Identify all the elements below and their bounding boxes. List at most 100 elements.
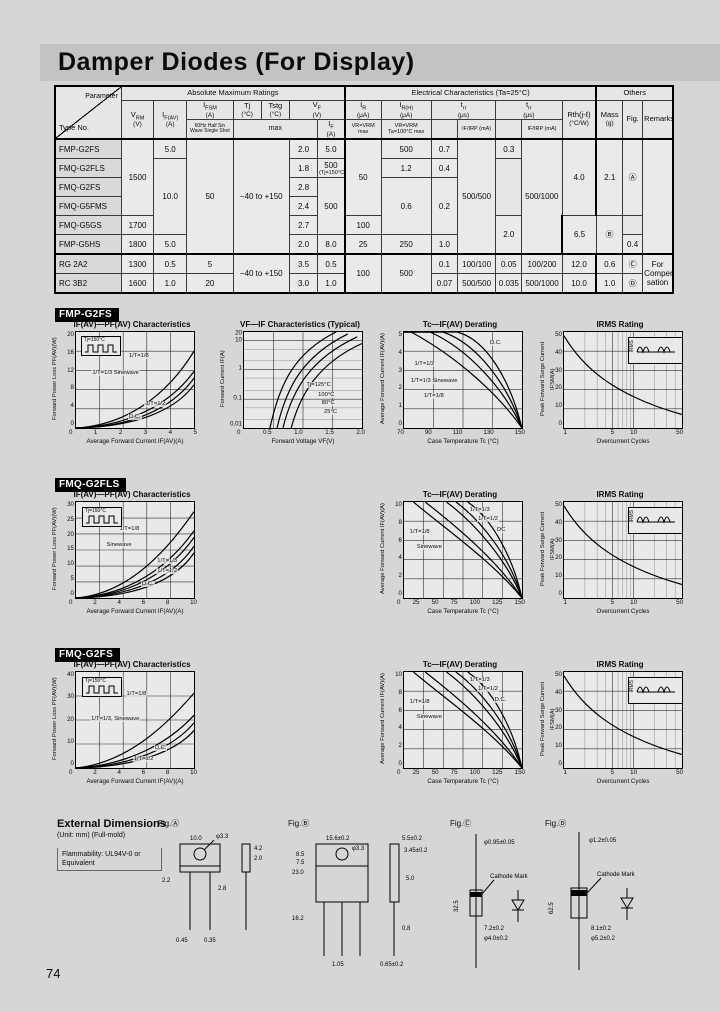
cell-ifav: 5.0 — [153, 234, 188, 255]
y-axis-label: Peak Forward Surge Current IFSM(A) — [540, 681, 556, 757]
chart-title: VF—IF Characteristics (Typical) — [240, 320, 360, 329]
x-tick: 1 — [563, 429, 567, 436]
svg-text:2.0: 2.0 — [254, 856, 263, 862]
cell-mass: 1.0 — [595, 273, 624, 294]
inset-axis-label: IRMS — [628, 679, 635, 693]
group-header-amr: Absolute Maximum Ratings — [120, 85, 346, 101]
plot-area: IRMS — [563, 501, 684, 599]
inset-condition: Tj=150°C — [84, 677, 106, 684]
chart-fmq-g2fls-derating: Tc—IF(AV) Derating Average Forward Curre… — [378, 490, 542, 615]
chart-title: Tc—IF(AV) Derating — [422, 320, 498, 329]
curve-label: Sinewave — [105, 542, 133, 549]
plot-area: IRMS — [563, 331, 684, 429]
svg-text:0.8: 0.8 — [402, 926, 411, 932]
figure-a-label: Fig.Ⓐ — [158, 819, 180, 828]
y-tick: 0.01 — [229, 420, 242, 428]
plot-area: 1/T=1/8 1/T=1/3, Sinewave D.C. 1/T=1/2 T… — [75, 671, 195, 769]
cell-ifav: 1.0 — [153, 273, 188, 294]
curve-label: 1/T=1/8 — [422, 393, 445, 400]
square-wave-icon — [85, 685, 118, 694]
cell-fig: Ⓓ — [622, 273, 644, 294]
cell-ifsm: 20 — [186, 273, 234, 294]
col-header-irh: IR(H) (μA) — [380, 99, 432, 121]
y-axis-label: Peak Forward Surge Current IFSM(A) — [540, 511, 556, 587]
svg-text:φ0.95±0.05: φ0.95±0.05 — [484, 840, 515, 846]
cell-vrm: 1300 — [120, 253, 155, 275]
spec-table-wrap: Parameter Type No. Absolute Maximum Rati… — [54, 85, 674, 295]
curve-label: D.C. — [493, 696, 508, 703]
chart-title: IRMS Rating — [596, 490, 644, 499]
curve-label: 1/T=1/3 Sinewave — [409, 378, 459, 385]
cell-ifirp1: 500/500 — [456, 138, 497, 255]
package-drawing-d: φ1.2±0.05 62.5 8.1±0.2 φ5.2±0.2 Cathode … — [549, 832, 636, 970]
irh-condition: VR=VRM Ta=100°C max — [380, 119, 432, 140]
cell-ifav: 5.0 — [153, 138, 188, 160]
cell-trr2: 0.2 — [430, 177, 459, 236]
y-tick: 10 — [235, 336, 242, 344]
cell-ir: 50 — [343, 138, 382, 217]
col-header-ir: IR (μA) — [343, 99, 382, 121]
figure-b: Fig.Ⓑ 15.6±0.2 φ3.3 5.5±0.2 3.45±0.2 23.… — [288, 818, 440, 970]
table-row: RC 3B2 1600 1.0 20 3.0 1.0 0.07 500/500 … — [54, 273, 673, 294]
y-axis-label: Forward Power Loss PF(AV)(W) — [52, 337, 58, 421]
col-header-vf: VF (V) — [288, 99, 346, 121]
sine-wave-icon — [636, 686, 675, 694]
y-axis-label: Peak Forward Surge Current IFSM(A) — [540, 341, 556, 417]
x-axis-ticks: 0 2 4 6 8 10 — [69, 769, 197, 776]
cell-fig: Ⓒ — [622, 253, 644, 275]
cell-ir: 100 — [343, 253, 382, 294]
y-axis-ticks: 20 16 12 8 4 0 — [67, 331, 74, 427]
svg-text:7.2±0.2: 7.2±0.2 — [484, 926, 505, 932]
curve-label: 1/T=1/3 — [156, 557, 179, 564]
chart-fmp-g2fs-derating: Tc—IF(AV) Derating Average Forward Curre… — [378, 320, 542, 445]
corner-cell: Parameter Type No. — [54, 85, 122, 140]
curve-label: 25°C — [323, 408, 338, 415]
plot-area: 1/T=1/8 Sinewave 1/T=1/3 1/T=1/2 D.C. — [403, 671, 523, 769]
cell-ifav: 10.0 — [153, 158, 188, 236]
chart-fmq-g2fs-derating: Tc—IF(AV) Derating Average Forward Curre… — [378, 660, 542, 785]
col-header-mass: Mass (g) — [595, 100, 624, 140]
trr1-condition: IF/IRP (mA) — [456, 119, 497, 140]
cell-mass: 2.1 — [595, 138, 624, 217]
cell-ifsm: 5 — [186, 253, 234, 275]
flammability-note: Flammability: UL94V-0 or Equivalent — [57, 848, 162, 872]
waveform-inset: Tj=150°C — [81, 676, 122, 697]
cell-irh: 500 — [380, 253, 432, 294]
x-axis-label: Average Forward Current IF(AV)(A) — [86, 608, 184, 615]
cell-mass: 6.5 — [561, 215, 597, 255]
group-header-others: Others — [595, 85, 674, 101]
cell-type: FMP-G5HS — [54, 234, 122, 255]
x-tick: 5 — [610, 429, 615, 436]
y-axis-ticks: 10 8 6 4 2 0 — [395, 501, 402, 597]
y-axis-label: Forward Power Loss PF(AV)(W) — [52, 677, 58, 761]
cell-remarks: For Compen- sation — [642, 253, 674, 294]
curve-label: 1/T=1/8 — [125, 691, 148, 698]
x-axis-label: Average Forward Current IF(AV)(A) — [86, 438, 184, 445]
table-row: FMQ-G2FLS 10.0 1.8 500 (Tj=150°C) 1.2 0.4 — [54, 158, 673, 236]
col-header-tj: Tj (°C) — [232, 99, 262, 121]
curve-label: DC — [496, 526, 507, 533]
curve-label: 1/T=1/3, Sinewave — [90, 716, 141, 723]
x-axis-label: Overcurrent Cycles — [596, 608, 650, 615]
sine-wave-icon — [636, 516, 675, 524]
y-tick: 0.1 — [233, 394, 242, 402]
cell-trr1: 0.07 — [430, 273, 459, 294]
ifsm-condition: 60Hz Half Sin Wave Single Shot — [186, 119, 234, 140]
curve-label: 1/T=1/3 Sinewave — [91, 370, 140, 377]
chart-fmp-g2fs-vfif: VF—IF Characteristics (Typical) Forward … — [218, 320, 382, 445]
square-wave-icon — [85, 515, 118, 524]
x-tick: 50 — [676, 429, 684, 436]
y-axis-ticks: 20 10 1 0.1 0.01 — [228, 329, 243, 428]
package-drawing-b: 15.6±0.2 φ3.3 5.5±0.2 3.45±0.2 23.0 16.2… — [292, 836, 428, 968]
y-axis-ticks: 50 40 30 20 10 0 — [555, 671, 562, 767]
curve-label: 1/T=1/2 — [144, 401, 167, 408]
svg-text:φ4.0±0.2: φ4.0±0.2 — [484, 936, 509, 942]
cell-ifirp1: 500/500 — [456, 273, 497, 294]
figure-d-label: Fig.Ⓓ — [545, 819, 567, 828]
waveform-inset: IRMS — [627, 676, 684, 704]
svg-text:5.0: 5.0 — [406, 876, 415, 882]
svg-text:8.1±0.2: 8.1±0.2 — [591, 926, 612, 932]
cell-vf: 2.4 — [288, 196, 319, 217]
cell-ifsm: 50 — [186, 138, 234, 255]
